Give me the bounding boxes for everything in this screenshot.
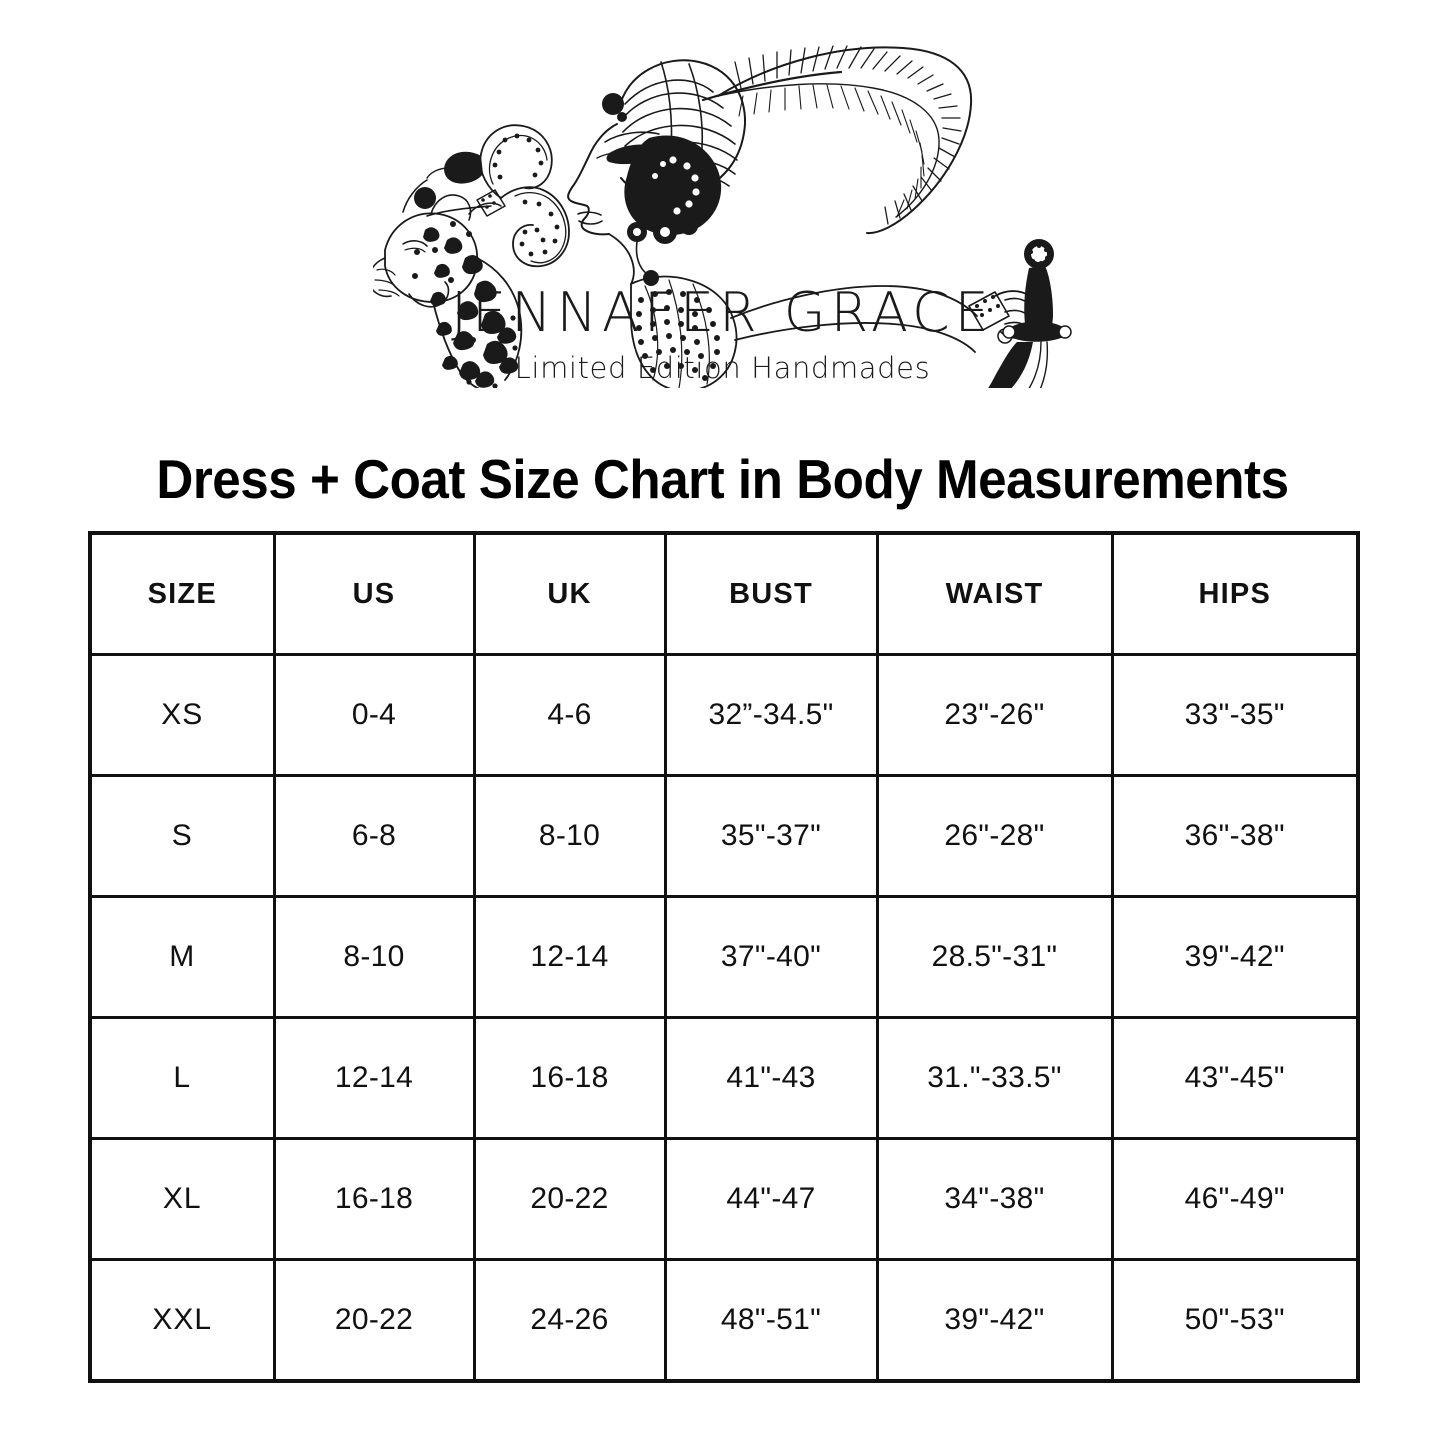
cell-waist: 31."-33.5": [875, 1016, 1114, 1140]
cell-hips: 43"-45": [1110, 1016, 1360, 1140]
table-row: XS 0-4 4-6 32”-34.5" 23"-26" 33"-35": [88, 653, 1360, 777]
column-header-bust: BUST: [663, 531, 879, 656]
cell-waist: 28.5"-31": [875, 895, 1114, 1019]
page-title: Dress + Coat Size Chart in Body Measurem…: [156, 447, 1289, 510]
table-row: S 6-8 8-10 35"-37" 26"-28" 36"-38": [88, 774, 1360, 898]
cell-size: M: [88, 895, 276, 1019]
cell-waist: 26"-28": [875, 774, 1114, 898]
cell-bust: 37"-40": [663, 895, 879, 1019]
brand-logo: JENNAFER GRACE Limited Edition Handmades: [0, 18, 1445, 388]
cell-us: 8-10: [272, 895, 476, 1019]
cell-size: XS: [88, 653, 276, 777]
cell-waist: 34"-38": [875, 1137, 1114, 1261]
cell-bust: 32”-34.5": [663, 653, 879, 777]
column-header-size: SIZE: [88, 531, 276, 656]
table-row: XL 16-18 20-22 44"-47 34"-38" 46"-49": [88, 1137, 1360, 1261]
cell-size: L: [88, 1016, 276, 1140]
cell-waist: 23"-26": [875, 653, 1114, 777]
cell-size: S: [88, 774, 276, 898]
logo-illustration-icon: [372, 45, 1072, 388]
table-header-row: SIZE US UK BUST WAIST HIPS: [88, 531, 1360, 656]
table-row: XXL 20-22 24-26 48"-51" 39"-42" 50"-53": [88, 1258, 1360, 1383]
cell-uk: 8-10: [472, 774, 667, 898]
cell-uk: 4-6: [472, 653, 667, 777]
cell-hips: 39"-42": [1110, 895, 1360, 1019]
brand-tagline: Limited Edition Handmades: [514, 351, 931, 385]
cell-us: 6-8: [272, 774, 476, 898]
cell-uk: 20-22: [472, 1137, 667, 1261]
cell-hips: 50"-53": [1110, 1258, 1360, 1383]
brand-name: JENNAFER GRACE: [451, 281, 994, 344]
size-chart-table-container: SIZE US UK BUST WAIST HIPS XS 0-4 4-6 32…: [88, 531, 1360, 1383]
cell-size: XL: [88, 1137, 276, 1261]
cell-us: 16-18: [272, 1137, 476, 1261]
cell-us: 0-4: [272, 653, 476, 777]
cell-size: XXL: [88, 1258, 276, 1383]
cell-uk: 12-14: [472, 895, 667, 1019]
cell-uk: 16-18: [472, 1016, 667, 1140]
cell-hips: 36"-38": [1110, 774, 1360, 898]
cell-uk: 24-26: [472, 1258, 667, 1383]
cell-bust: 48"-51": [663, 1258, 879, 1383]
column-header-hips: HIPS: [1110, 531, 1360, 656]
cell-waist: 39"-42": [875, 1258, 1114, 1383]
cell-bust: 41"-43: [663, 1016, 879, 1140]
cell-us: 20-22: [272, 1258, 476, 1383]
table-row: L 12-14 16-18 41"-43 31."-33.5" 43"-45": [88, 1016, 1360, 1140]
table-row: M 8-10 12-14 37"-40" 28.5"-31" 39"-42": [88, 895, 1360, 1019]
cell-hips: 46"-49": [1110, 1137, 1360, 1261]
cell-us: 12-14: [272, 1016, 476, 1140]
column-header-us: US: [272, 531, 476, 656]
column-header-uk: UK: [472, 531, 667, 656]
column-header-waist: WAIST: [875, 531, 1114, 656]
size-chart-table: SIZE US UK BUST WAIST HIPS XS 0-4 4-6 32…: [88, 531, 1360, 1383]
cell-hips: 33"-35": [1110, 653, 1360, 777]
cell-bust: 35"-37": [663, 774, 879, 898]
cell-bust: 44"-47: [663, 1137, 879, 1261]
